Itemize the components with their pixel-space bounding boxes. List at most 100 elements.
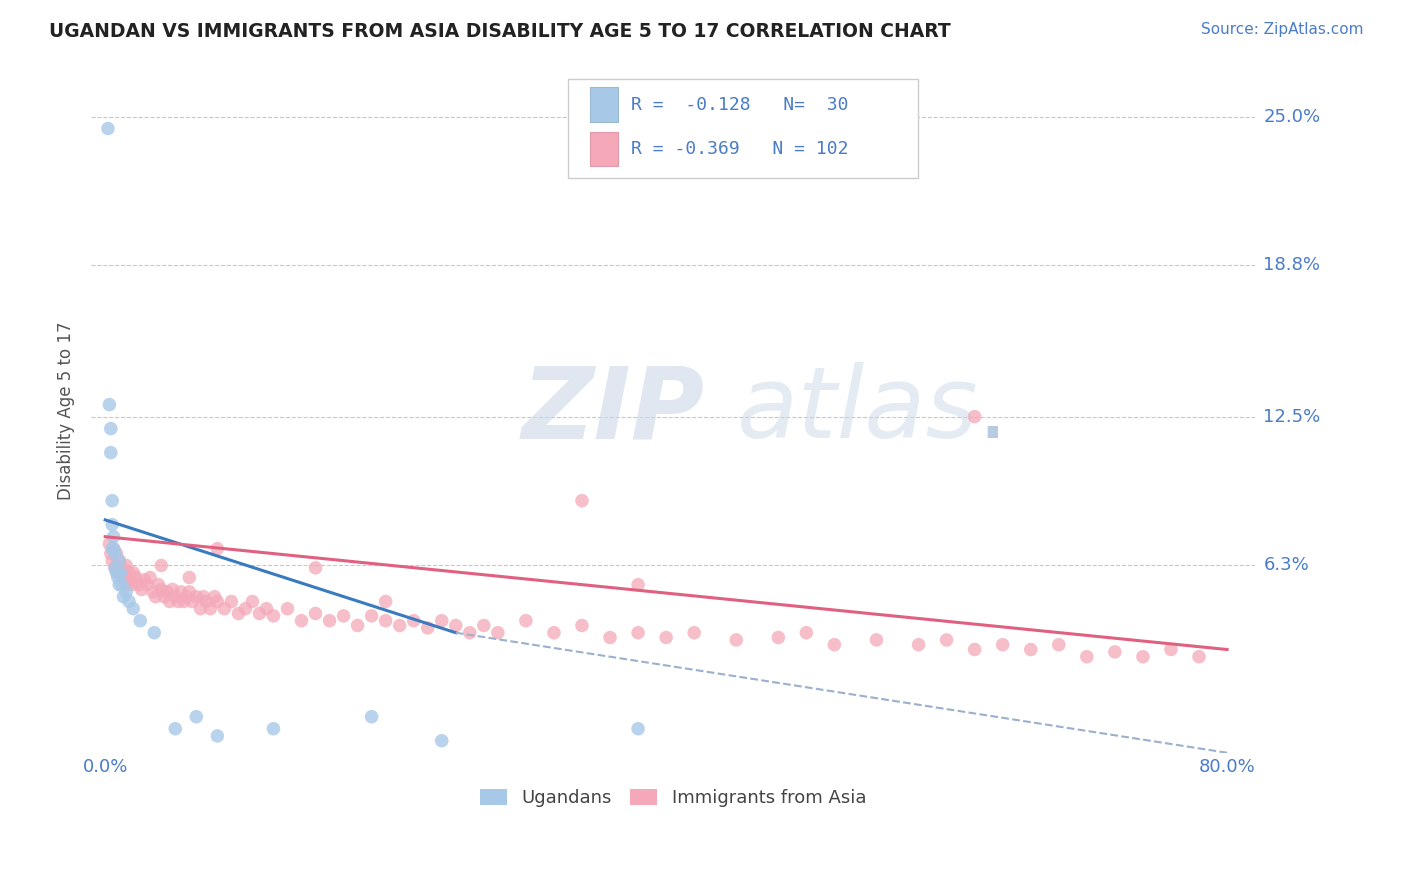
Point	[235, 601, 257, 615]
Point	[627, 625, 650, 640]
Text: .: .	[976, 362, 1008, 459]
Point	[125, 570, 148, 584]
Point	[683, 625, 706, 640]
Text: 25.0%: 25.0%	[1264, 108, 1320, 126]
Point	[114, 570, 136, 584]
Point	[346, 618, 368, 632]
Point	[304, 561, 326, 575]
Point	[430, 614, 453, 628]
Point	[627, 577, 650, 591]
Point	[332, 608, 354, 623]
Point	[115, 558, 138, 573]
Point	[170, 585, 193, 599]
Point	[262, 722, 284, 736]
Text: UGANDAN VS IMMIGRANTS FROM ASIA DISABILITY AGE 5 TO 17 CORRELATION CHART: UGANDAN VS IMMIGRANTS FROM ASIA DISABILI…	[49, 22, 950, 41]
Point	[108, 554, 131, 568]
Point	[360, 608, 382, 623]
Point	[117, 577, 139, 591]
Point	[167, 594, 190, 608]
Point	[120, 573, 142, 587]
Point	[101, 493, 124, 508]
FancyBboxPatch shape	[568, 78, 918, 178]
Point	[907, 638, 929, 652]
Point	[112, 590, 135, 604]
Point	[142, 585, 165, 599]
Point	[796, 625, 818, 640]
Point	[865, 632, 887, 647]
Point	[112, 566, 135, 580]
Point	[100, 546, 122, 560]
Point	[139, 570, 162, 584]
Point	[101, 554, 124, 568]
Point	[176, 590, 198, 604]
Point	[115, 585, 138, 599]
Point	[627, 722, 650, 736]
Point	[388, 618, 411, 632]
Point	[402, 614, 425, 628]
Text: 6.3%: 6.3%	[1264, 557, 1309, 574]
Point	[122, 566, 145, 580]
Text: 18.8%: 18.8%	[1264, 256, 1320, 275]
Point	[458, 625, 481, 640]
Point	[186, 710, 208, 724]
Point	[156, 585, 179, 599]
Point	[655, 631, 678, 645]
Point	[103, 541, 125, 556]
Point	[430, 733, 453, 747]
Point	[374, 614, 396, 628]
Point	[107, 570, 129, 584]
Point	[181, 594, 204, 608]
Point	[214, 601, 236, 615]
Point	[105, 566, 128, 580]
Point	[276, 601, 298, 615]
Point	[143, 625, 166, 640]
Point	[360, 710, 382, 724]
Point	[104, 561, 127, 575]
Point	[571, 493, 593, 508]
Point	[179, 570, 201, 584]
Point	[108, 554, 131, 568]
Y-axis label: Disability Age 5 to 17: Disability Age 5 to 17	[58, 321, 75, 500]
Point	[963, 409, 986, 424]
Point	[599, 631, 621, 645]
Point	[111, 561, 134, 575]
Point	[963, 642, 986, 657]
Point	[101, 517, 124, 532]
Point	[100, 422, 122, 436]
Point	[162, 582, 184, 597]
Point	[207, 541, 229, 556]
Point	[129, 614, 152, 628]
Point	[118, 594, 141, 608]
Point	[204, 590, 226, 604]
Point	[221, 594, 243, 608]
Text: atlas: atlas	[737, 362, 979, 459]
Point	[107, 566, 129, 580]
Point	[1188, 649, 1211, 664]
Point	[1019, 642, 1042, 657]
Point	[193, 590, 215, 604]
Point	[103, 541, 125, 556]
Text: ZIP: ZIP	[522, 362, 704, 459]
Text: R =  -0.128   N=  30: R = -0.128 N= 30	[631, 95, 849, 113]
Point	[104, 546, 127, 560]
Point	[150, 582, 173, 597]
Point	[190, 601, 212, 615]
Point	[228, 607, 250, 621]
Point	[472, 618, 495, 632]
Point	[165, 590, 187, 604]
Point	[103, 530, 125, 544]
Point	[515, 614, 537, 628]
Point	[118, 566, 141, 580]
Point	[111, 577, 134, 591]
Point	[145, 590, 167, 604]
Text: R = -0.369   N = 102: R = -0.369 N = 102	[631, 140, 849, 158]
Point	[543, 625, 565, 640]
Point	[249, 607, 271, 621]
Point	[1104, 645, 1126, 659]
Point	[173, 594, 195, 608]
Point	[207, 729, 229, 743]
Text: 12.5%: 12.5%	[1264, 408, 1320, 425]
Point	[153, 590, 176, 604]
Point	[1132, 649, 1154, 664]
Point	[159, 594, 181, 608]
